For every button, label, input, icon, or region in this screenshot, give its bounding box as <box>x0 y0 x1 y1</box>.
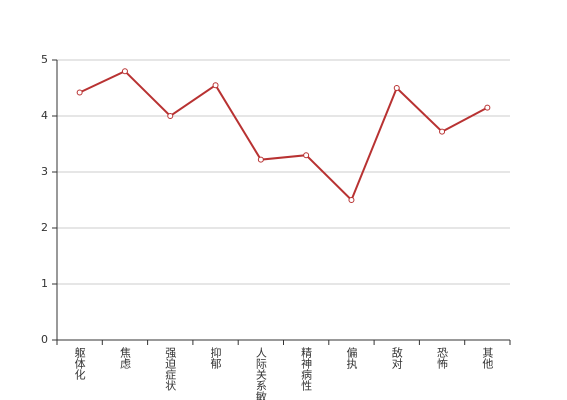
x-tick-label: 躯体化 <box>73 347 86 381</box>
point <box>257 156 264 163</box>
y-tick-label: 2 <box>41 221 48 234</box>
x-tick-label: 抑郁 <box>209 346 222 369</box>
point <box>76 89 83 96</box>
x-tick-label: 人际关系敏感 <box>254 347 267 400</box>
point <box>167 113 174 119</box>
x-tick-label: 精神病性 <box>300 347 313 392</box>
x-tick-label: 偏执 <box>345 346 358 370</box>
y-tick-label: 5 <box>41 53 48 66</box>
x-tick-label: 强迫症状 <box>164 347 177 391</box>
y-tick-label: 1 <box>41 277 48 290</box>
x-tick-label: 敌对 <box>390 346 403 369</box>
y-tick-label: 0 <box>41 333 48 346</box>
y-tick-label: 4 <box>41 109 48 122</box>
y-tick-label: 3 <box>41 165 48 178</box>
point <box>348 197 355 203</box>
point <box>212 82 219 89</box>
point <box>484 104 491 111</box>
point <box>121 68 128 75</box>
line-series <box>79 69 488 202</box>
x-tick-label: 焦虑 <box>118 347 131 369</box>
point <box>393 85 400 91</box>
x-tick-label: 其他 <box>481 347 494 369</box>
point <box>303 152 310 159</box>
point <box>439 128 446 135</box>
x-tick-label: 恐怖 <box>436 347 449 369</box>
